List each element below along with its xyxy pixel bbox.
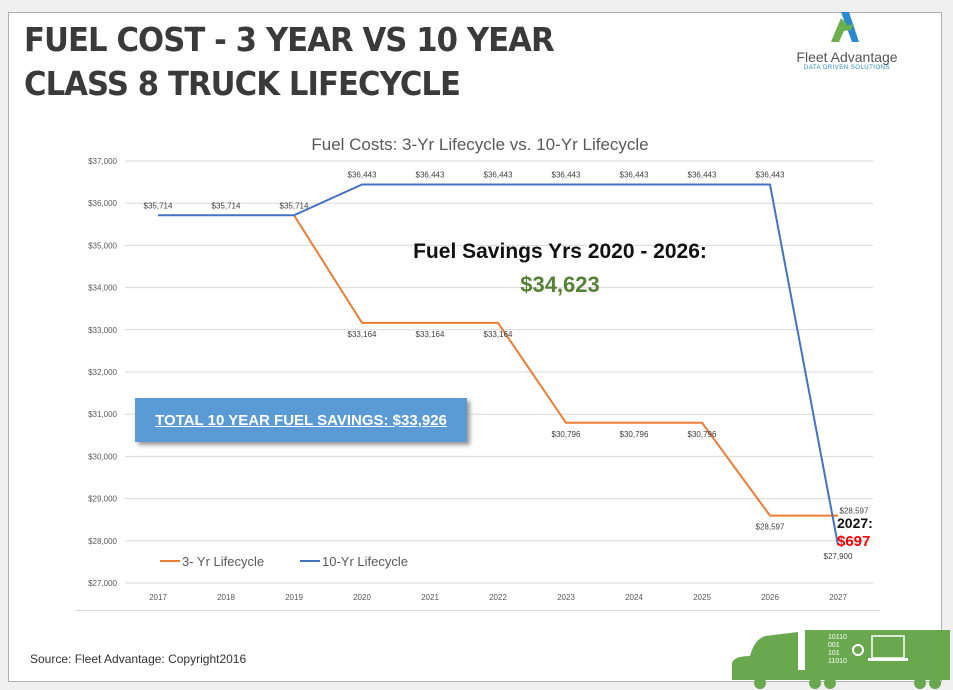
binary-text: 001 [828,642,840,649]
x-tick-label: 2024 [625,593,643,602]
chart-area [75,128,880,611]
data-label: $33,164 [484,330,513,339]
data-label: $27,900 [824,552,853,561]
series-line-3yr [293,214,838,517]
slide [8,12,942,682]
series-line-10yr [158,183,839,546]
x-tick-label: 2019 [285,593,303,602]
y-tick-label: $34,000 [88,284,117,293]
slide-title: FUEL COST - 3 YEAR VS 10 YEAR CLASS 8 TR… [24,18,555,106]
data-label: $36,443 [416,171,445,180]
data-label: $36,443 [688,171,717,180]
x-tick-label: 2017 [149,593,167,602]
data-label: $36,443 [484,171,513,180]
data-label: $35,714 [212,201,241,210]
year-2027-annotation: 2027: $697 [837,515,873,550]
title-line-1: FUEL COST - 3 YEAR VS 10 YEAR [24,20,555,59]
y-tick-label: $30,000 [88,452,117,461]
x-tick-label: 2020 [353,593,371,602]
data-label: $36,443 [620,171,649,180]
savings-value: $34,623 [520,272,600,297]
x-tick-label: 2027 [829,593,847,602]
y-tick-label: $29,000 [88,495,117,504]
year-2027-value: $697 [837,533,871,550]
legend-label: 10-Yr Lifecycle [322,554,408,569]
logo-mark-icon [831,12,859,42]
source-note: Source: Fleet Advantage: Copyright2016 [30,652,247,666]
y-tick-label: $28,000 [88,537,117,546]
data-label: $36,443 [756,171,785,180]
y-tick-label: $35,000 [88,241,117,250]
data-label: $36,443 [552,171,581,180]
fleet-advantage-logo: Fleet Advantage DATA DRIVEN SOLUTIONS [777,10,917,71]
data-label: $30,796 [688,430,717,439]
y-tick-label: $31,000 [88,410,117,419]
data-label: $35,714 [144,201,173,210]
logo-name: Fleet Advantage [796,49,898,65]
year-2027-label: 2027: [837,515,873,531]
data-label: $30,796 [620,430,649,439]
data-label: $28,597 [756,523,785,532]
y-tick-label: $33,000 [88,326,117,335]
x-tick-label: 2018 [217,593,235,602]
savings-annotation: Fuel Savings Yrs 2020 - 2026: $34,623 [405,240,715,298]
data-label: $33,164 [416,330,445,339]
chart-title: Fuel Costs: 3-Yr Lifecycle vs. 10-Yr Lif… [311,135,648,154]
binary-text: 10110 [828,634,847,641]
gear-icon [852,644,864,656]
data-label: $28,597 [840,507,869,516]
legend-label: 3- Yr Lifecycle [182,554,264,569]
y-tick-label: $32,000 [88,368,117,377]
data-label: $35,714 [280,201,309,210]
logo-tagline: DATA DRIVEN SOLUTIONS [804,65,890,71]
savings-title: Fuel Savings Yrs 2020 - 2026: [413,240,707,263]
data-label: $33,164 [348,330,377,339]
data-label: $36,443 [348,171,377,180]
data-label: $30,796 [552,430,581,439]
x-tick-label: 2025 [693,593,711,602]
y-tick-label: $36,000 [88,199,117,208]
truck-icon: 10110 001 101 11010 [732,630,950,689]
y-tick-label: $27,000 [88,579,117,588]
x-tick-label: 2026 [761,593,779,602]
binary-text: 101 [828,650,840,657]
y-tick-label: $37,000 [88,157,117,166]
x-tick-label: 2023 [557,593,575,602]
title-line-2: CLASS 8 TRUCK LIFECYCLE [24,64,461,103]
x-tick-label: 2021 [421,593,439,602]
binary-text: 11010 [828,658,847,665]
total-savings-callout: TOTAL 10 YEAR FUEL SAVINGS: $33,926 [135,398,467,442]
x-tick-label: 2022 [489,593,507,602]
